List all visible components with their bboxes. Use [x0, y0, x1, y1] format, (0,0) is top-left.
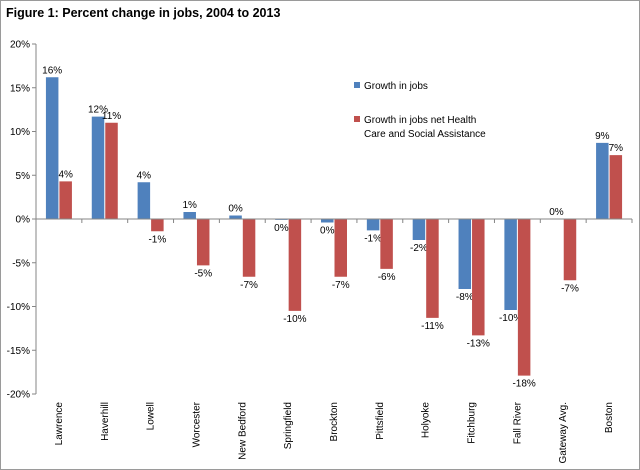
data-label: -10% — [283, 314, 306, 325]
bar-growth-in-jobs — [137, 182, 151, 219]
data-label: -8% — [456, 292, 474, 303]
y-tick-label: 15% — [10, 83, 30, 94]
legend-swatch-growth-net-health — [354, 116, 360, 122]
category-label: Worcester — [191, 401, 202, 447]
data-label: 1% — [182, 200, 197, 211]
data-label: -13% — [467, 338, 490, 349]
data-label: 11% — [102, 111, 121, 122]
data-label: -10% — [499, 313, 522, 324]
data-label: 0% — [274, 223, 289, 234]
y-tick-label: 20% — [10, 40, 30, 51]
y-tick-label: -20% — [7, 390, 30, 401]
data-label: 0% — [228, 204, 243, 215]
y-tick-label: 10% — [10, 127, 30, 138]
data-label: 16% — [42, 65, 62, 76]
bar-growth-in-jobs — [321, 219, 334, 223]
bar-growth-in-jobs — [183, 212, 196, 219]
data-label: 0% — [549, 207, 564, 218]
bar-growth-net-health — [472, 219, 485, 336]
y-tick-label: -5% — [12, 258, 30, 269]
legend-label-growth-in-jobs: Growth in jobs — [364, 81, 428, 92]
data-label: 0% — [320, 226, 335, 237]
category-label: Boston — [604, 402, 615, 433]
bar-growth-net-health — [288, 219, 302, 311]
legend-label-growth-net-health: Growth in jobs net Health — [364, 115, 476, 126]
bar-growth-net-health — [426, 219, 439, 318]
bar-growth-in-jobs — [91, 116, 105, 219]
data-label: -7% — [240, 280, 258, 291]
data-label: 4% — [137, 170, 152, 181]
bar-growth-in-jobs — [412, 219, 426, 240]
bar-growth-in-jobs — [504, 219, 517, 310]
bar-growth-net-health — [151, 219, 164, 232]
bar-growth-in-jobs — [366, 219, 380, 231]
category-label: Pittsfield — [375, 402, 386, 440]
bar-growth-net-health — [59, 181, 72, 219]
data-label: 4% — [58, 169, 73, 180]
bar-growth-net-health — [196, 219, 210, 266]
data-label: 7% — [609, 143, 624, 154]
data-label: -7% — [332, 280, 350, 291]
bar-growth-in-jobs — [596, 142, 609, 219]
y-tick-label: 0% — [16, 215, 31, 226]
data-label: 9% — [595, 131, 610, 142]
y-tick-label: 5% — [16, 171, 31, 182]
y-tick-label: -10% — [7, 302, 30, 313]
data-label: -1% — [148, 234, 166, 245]
chart-title: Figure 1: Percent change in jobs, 2004 t… — [6, 6, 281, 20]
category-label: Fitchburg — [467, 402, 478, 444]
category-label: Brockton — [329, 402, 340, 441]
bar-growth-net-health — [517, 219, 531, 376]
category-label: Springfield — [283, 402, 294, 449]
bar-growth-net-health — [380, 219, 393, 269]
category-label: Holyoke — [421, 402, 432, 439]
data-label: -6% — [378, 272, 396, 283]
category-label: Haverhill — [100, 402, 111, 441]
bar-growth-in-jobs — [229, 215, 242, 219]
data-label: -5% — [194, 268, 212, 279]
data-label: -11% — [421, 321, 444, 332]
data-label: -7% — [561, 283, 579, 294]
bar-growth-net-health — [563, 219, 577, 281]
category-label: Gateway Avg. — [558, 402, 569, 464]
y-tick-label: -15% — [7, 346, 30, 357]
data-label: -1% — [364, 233, 382, 244]
bar-growth-net-health — [105, 122, 118, 219]
category-label: New Bedford — [237, 402, 248, 460]
bar-growth-net-health — [242, 219, 256, 277]
data-label: 12% — [88, 105, 108, 116]
legend-swatch-growth-in-jobs — [354, 82, 360, 88]
category-label: Lawrence — [54, 402, 65, 446]
bar-growth-in-jobs — [458, 219, 472, 289]
bar-growth-net-health — [334, 219, 347, 277]
category-label: Fall River — [512, 401, 523, 444]
legend-label-growth-net-health-line2: Care and Social Assistance — [364, 129, 486, 140]
category-label: Lowell — [146, 402, 157, 430]
bar-growth-net-health — [609, 155, 623, 219]
data-label: -18% — [512, 379, 535, 390]
bar-growth-in-jobs — [45, 77, 59, 219]
data-label: -2% — [410, 243, 428, 254]
